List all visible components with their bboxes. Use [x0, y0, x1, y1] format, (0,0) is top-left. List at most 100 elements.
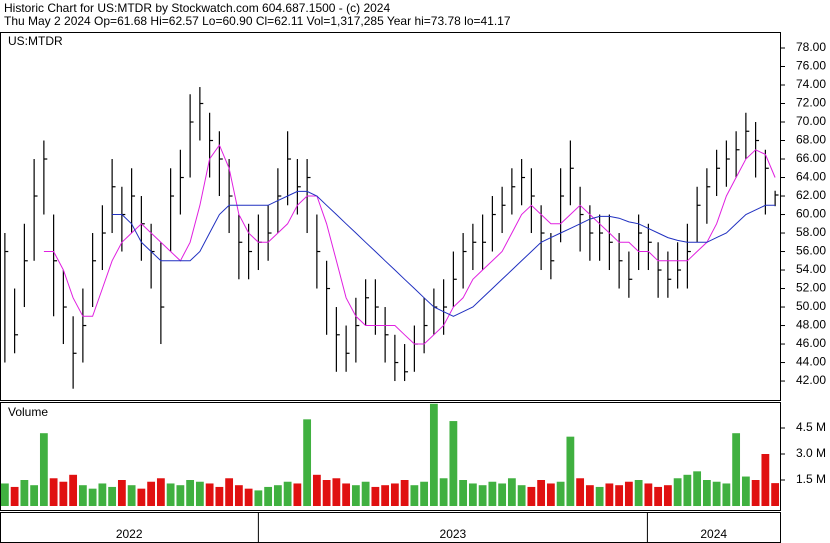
- volume-bar: [351, 485, 360, 506]
- volume-bar: [49, 478, 58, 506]
- y-tick-label: 68.00: [796, 133, 826, 147]
- volume-bar: [225, 478, 234, 506]
- volume-bar: [420, 481, 429, 506]
- volume-bar: [205, 483, 214, 506]
- volume-bar: [20, 480, 29, 506]
- volume-bar: [283, 481, 292, 506]
- y-tick-label: 54.00: [796, 262, 826, 276]
- volume-bar: [693, 471, 702, 506]
- volume-bar: [332, 478, 341, 506]
- y-tick-label: 52.00: [796, 281, 826, 295]
- volume-bar: [400, 480, 409, 506]
- volume-bar: [371, 486, 380, 506]
- volume-bar: [39, 433, 48, 506]
- volume-bar: [156, 478, 165, 506]
- y-tick-label: 4.5 M: [796, 420, 826, 434]
- volume-bar: [761, 454, 770, 506]
- volume-bar: [498, 483, 507, 506]
- y-tick-label: 56.00: [796, 244, 826, 258]
- volume-bar: [771, 483, 780, 506]
- volume-bar: [429, 403, 438, 506]
- volume-bar: [546, 483, 555, 506]
- moving-average: [43, 144, 776, 345]
- price-panel: [0, 32, 781, 401]
- x-period-label: 2022: [116, 527, 143, 541]
- volume-bar: [137, 488, 146, 506]
- y-tick-label: 74.00: [796, 77, 826, 91]
- volume-bar: [0, 483, 9, 506]
- volume-bar: [537, 480, 546, 506]
- volume-bar: [244, 488, 253, 506]
- y-tick-label: 42.00: [796, 373, 826, 387]
- volume-bar: [488, 481, 497, 506]
- volume-bar: [361, 481, 370, 506]
- volume-bar: [312, 474, 321, 506]
- symbol-label: US:MTDR: [8, 34, 63, 48]
- volume-bar: [595, 486, 604, 506]
- y-tick-label: 44.00: [796, 355, 826, 369]
- volume-bar: [741, 476, 750, 506]
- volume-bar: [507, 478, 516, 506]
- y-tick-label: 66.00: [796, 151, 826, 165]
- y-tick-label: 60.00: [796, 207, 826, 221]
- volume-bar: [585, 485, 594, 506]
- volume-bar: [517, 485, 526, 506]
- volume-bar: [644, 483, 653, 506]
- volume-bar: [615, 485, 624, 506]
- volume-bar: [439, 478, 448, 506]
- volume-bar: [624, 481, 633, 506]
- volume-bar: [293, 483, 302, 506]
- y-tick-label: 72.00: [796, 96, 826, 110]
- y-tick-label: 48.00: [796, 318, 826, 332]
- header-line: Thu May 2 2024 Op=61.68 Hi=62.57 Lo=60.9…: [4, 14, 511, 28]
- y-tick-label: 1.5 M: [796, 472, 826, 486]
- volume-bar: [410, 485, 419, 506]
- volume-bar: [176, 485, 185, 506]
- volume-label: Volume: [8, 405, 48, 419]
- volume-bar: [459, 480, 468, 506]
- volume-bar: [556, 481, 565, 506]
- volume-bar: [117, 480, 126, 506]
- volume-bar: [195, 481, 204, 506]
- volume-bar: [605, 483, 614, 506]
- volume-bar: [108, 486, 117, 506]
- volume-bar: [254, 490, 263, 506]
- volume-bar: [751, 480, 760, 506]
- volume-bar: [390, 483, 399, 506]
- volume-bar: [273, 485, 282, 506]
- x-period-label: 2023: [440, 527, 467, 541]
- volume-bar: [663, 485, 672, 506]
- volume-bar: [732, 433, 741, 506]
- volume-bar: [566, 436, 575, 506]
- volume-bar: [527, 486, 536, 506]
- volume-bar: [673, 478, 682, 506]
- volume-bar: [576, 478, 585, 506]
- volume-bar: [381, 485, 390, 506]
- volume-bar: [186, 480, 195, 506]
- volume-bar: [264, 486, 273, 506]
- x-period-label: 2024: [700, 527, 727, 541]
- y-tick-label: 50.00: [796, 299, 826, 313]
- volume-bar: [449, 421, 458, 506]
- y-tick-label: 70.00: [796, 114, 826, 128]
- y-tick-label: 62.00: [796, 188, 826, 202]
- volume-bar: [722, 483, 731, 506]
- volume-bar: [654, 486, 663, 506]
- volume-bar: [30, 485, 39, 506]
- y-tick-label: 78.00: [796, 40, 826, 54]
- volume-bar: [683, 474, 692, 506]
- volume-bar: [127, 485, 136, 506]
- volume-bar: [78, 485, 87, 506]
- volume-bar: [215, 486, 224, 506]
- header-line: Historic Chart for US:MTDR by Stockwatch…: [4, 1, 390, 15]
- moving-average: [112, 190, 776, 317]
- volume-bar: [702, 480, 711, 506]
- y-tick-label: 58.00: [796, 225, 826, 239]
- volume-bar: [478, 485, 487, 506]
- volume-bar: [69, 474, 78, 506]
- volume-bar: [303, 419, 312, 506]
- volume-bar: [88, 488, 97, 506]
- volume-bar: [342, 483, 351, 506]
- y-tick-label: 64.00: [796, 170, 826, 184]
